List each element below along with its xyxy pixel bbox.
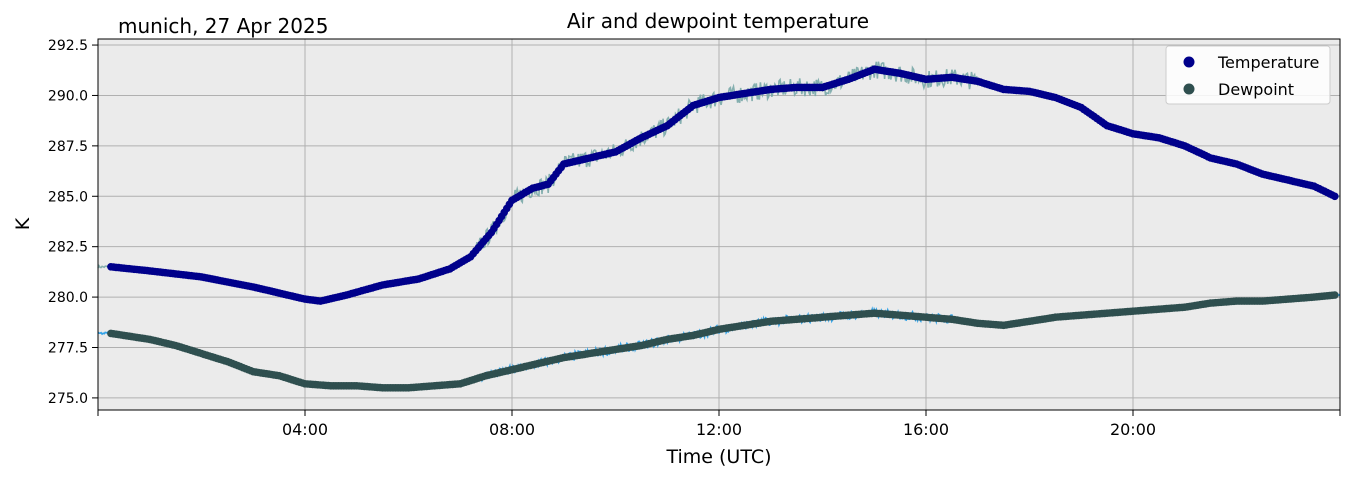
legend-marker-dewpoint	[1183, 83, 1195, 95]
y-tick-label: 282.5	[48, 240, 88, 256]
series-markers	[107, 65, 1339, 392]
y-tick-label: 287.5	[48, 139, 88, 155]
marker-dewpoint	[1331, 291, 1339, 299]
y-axis: 275.0 277.5 280.0 282.5 285.0 287.5 290.0 292.5	[48, 38, 98, 407]
chart-subtitle: munich, 27 Apr 2025	[118, 14, 328, 38]
legend-box	[1165, 45, 1331, 105]
y-tick-label: 280.0	[48, 290, 88, 306]
x-tick-label: 16:00	[903, 420, 949, 439]
y-axis-label: K	[12, 217, 34, 230]
x-tick-label: 12:00	[696, 420, 742, 439]
y-tick-label: 277.5	[48, 340, 88, 356]
y-tick-label: 292.5	[48, 38, 88, 54]
x-tick-label: 08:00	[489, 420, 535, 439]
x-axis-label: Time (UTC)	[665, 446, 771, 468]
x-tick-label: 20:00	[1110, 420, 1156, 439]
y-tick-label: 285.0	[48, 189, 88, 205]
chart-title: Air and dewpoint temperature	[567, 9, 869, 33]
legend: Temperature Dewpoint	[1165, 45, 1331, 105]
x-axis: 04:00 08:00 12:00 16:00 20:00	[97, 410, 1341, 439]
legend-label-dewpoint: Dewpoint	[1218, 80, 1294, 99]
legend-marker-temperature	[1183, 56, 1195, 68]
x-tick-label: 04:00	[282, 420, 328, 439]
marker-temperature	[1331, 192, 1339, 201]
y-tick-label: 275.0	[48, 391, 88, 407]
y-tick-label: 290.0	[48, 88, 88, 104]
legend-label-temperature: Temperature	[1217, 53, 1319, 72]
